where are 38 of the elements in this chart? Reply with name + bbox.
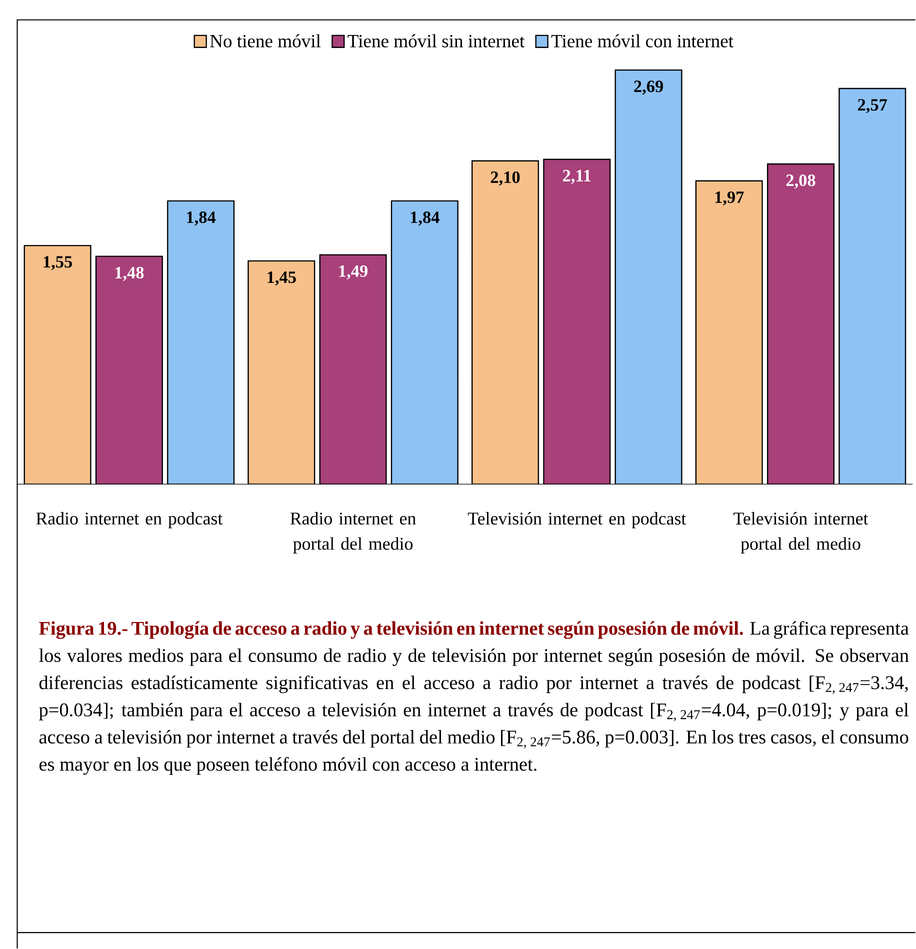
bar: [319, 254, 387, 484]
data-label: 1,55: [44, 256, 72, 270]
bar: [390, 200, 458, 484]
data-label: 2,57: [858, 99, 887, 114]
data-label: 1,48: [115, 266, 144, 282]
data-label: 1,97: [715, 191, 744, 206]
data-label: 1,84: [187, 211, 216, 226]
text: los valores medios para el consumo de radio y de televisión por internet según posesión de móvil. Se observan: [39, 648, 909, 666]
bar: [95, 256, 163, 484]
x-tick-label: Televisión internet en podcast: [468, 512, 686, 528]
bar: [24, 244, 92, 484]
x-tick-label: Radio internet en podcast: [36, 512, 223, 528]
bar: [695, 180, 763, 484]
data-label: 1,49: [339, 265, 368, 280]
legend-label: No tiene móvil: [210, 34, 321, 48]
data-label: 2,08: [786, 174, 816, 189]
x-tick-label: Televisión internet portal del medio: [734, 512, 868, 554]
bar: [471, 160, 539, 484]
data-label: 1,84: [410, 211, 440, 226]
data-label: 2,11: [562, 170, 591, 184]
bar: [766, 163, 834, 484]
text: Figura 19.- Tipología de acceso a radio y a televisión en internet según posesión de móvil.: [39, 621, 743, 639]
bar: [614, 69, 682, 484]
data-label: 2,10: [490, 171, 520, 186]
bar: [838, 88, 906, 484]
data-label: 1,45: [268, 272, 296, 286]
legend-label: Tiene móvil con internet: [551, 34, 734, 48]
text: diferencias estadísticamente significativas en el acceso a radio por internet a través de podcast [F$_{2, 247}$=3.34,: [39, 675, 908, 694]
text: La gráfica representa: [750, 621, 909, 639]
data-label: 2,69: [634, 80, 663, 95]
x-tick-label: Radio internet en portal del medio: [290, 512, 416, 554]
legend-label: Tiene móvil sin internet: [348, 34, 524, 48]
text: acceso a televisión por internet a través del portal del medio [F$_{2, 247}$=5.86, p=0.003]. En los tres casos, el consumo: [39, 730, 908, 748]
bar: [543, 158, 611, 484]
text: es mayor en los que poseen teléfono móvil con acceso a internet.: [39, 757, 536, 775]
bar: [248, 260, 316, 484]
text: p=0.034]; también para el acceso a televisión en internet a través de podcast [F$_{2, 247}$=4.04, p=0.019]; y para el: [38, 702, 908, 722]
bar: [166, 200, 235, 484]
